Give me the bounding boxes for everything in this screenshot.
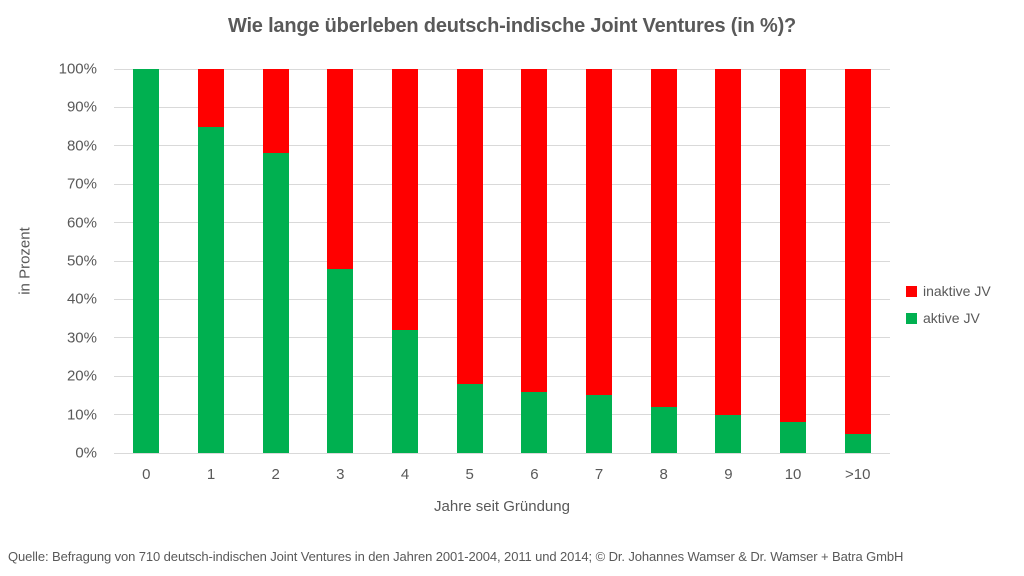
bar-5 — [456, 69, 483, 453]
bar-segment-aktive-jv — [133, 69, 160, 453]
bar-slot — [825, 69, 890, 453]
y-tick-label: 20% — [66, 367, 97, 385]
y-tick-label: 80% — [66, 137, 97, 155]
y-tick-label: 70% — [66, 175, 97, 193]
bar-9 — [715, 69, 742, 453]
bar-segment-aktive-jv — [780, 422, 807, 453]
bar-6 — [521, 69, 548, 453]
y-tick-label: 10% — [66, 406, 97, 424]
x-tick-label: >10 — [845, 466, 871, 483]
y-tick-label: 50% — [66, 252, 97, 270]
bar-segment-inaktive-jv — [456, 69, 483, 384]
bar->10 — [844, 69, 871, 453]
bar-2 — [262, 69, 289, 453]
gridline — [114, 145, 890, 147]
gridline — [114, 414, 890, 416]
x-tick-label: 10 — [784, 466, 802, 483]
y-tick-label: 30% — [66, 329, 97, 347]
x-tick-label: 0 — [142, 466, 151, 483]
bar-segment-aktive-jv — [392, 330, 419, 453]
legend-label: aktive JV — [923, 310, 980, 326]
x-tick-label: 2 — [271, 466, 280, 483]
gridline — [114, 68, 890, 70]
gridline — [114, 106, 890, 108]
x-axis-title: Jahre seit Gründung — [434, 498, 570, 515]
bar-10 — [780, 69, 807, 453]
x-tick-label: 1 — [206, 466, 216, 483]
legend-swatch-icon — [906, 312, 917, 324]
y-axis-title: in Prozent — [16, 227, 34, 295]
legend-item-inaktive-jv: inaktive JV — [906, 283, 991, 299]
bar-8 — [650, 69, 677, 453]
y-tick-label: 100% — [58, 60, 97, 78]
plot-area — [114, 68, 890, 454]
bar-3 — [327, 69, 354, 453]
gridline — [114, 375, 890, 377]
bar-segment-aktive-jv — [844, 433, 871, 453]
bar-segment-inaktive-jv — [844, 69, 871, 434]
y-axis-ticks: 0% 10% 20% 30% 40% 50% 60% 70% 80% 90% 100% — [40, 62, 97, 461]
bar-slot — [373, 69, 438, 453]
gridline — [114, 452, 890, 454]
bar-segment-inaktive-jv — [780, 69, 807, 423]
bar-4 — [392, 69, 419, 453]
bar-segment-inaktive-jv — [198, 69, 224, 127]
gridline — [114, 260, 890, 262]
x-tick-label: 5 — [465, 466, 474, 483]
y-tick-label: 60% — [66, 214, 97, 232]
bar-segment-aktive-jv — [456, 383, 483, 453]
bar-segment-aktive-jv — [327, 268, 354, 453]
bar-segment-inaktive-jv — [715, 69, 742, 415]
y-tick-label: 40% — [66, 290, 97, 308]
bar-segment-aktive-jv — [521, 391, 548, 453]
bar-segment-aktive-jv — [262, 153, 289, 453]
legend-label: inaktive JV — [923, 283, 991, 299]
x-tick-label: 7 — [594, 466, 604, 483]
x-tick-label: 6 — [530, 466, 539, 483]
bar-1 — [198, 69, 224, 453]
bar-slot — [696, 69, 761, 453]
bar-slot — [308, 69, 373, 453]
x-tick-label: 4 — [400, 466, 410, 483]
legend-item-aktive-jv: aktive JV — [906, 310, 991, 326]
gridline — [114, 337, 890, 339]
bar-segment-inaktive-jv — [327, 69, 354, 269]
bar-segment-aktive-jv — [198, 126, 224, 453]
bar-segment-inaktive-jv — [521, 69, 548, 392]
bar-slot — [631, 69, 696, 453]
legend-swatch-icon — [906, 285, 917, 297]
bars-container — [114, 69, 890, 453]
bar-segment-aktive-jv — [586, 395, 613, 453]
source-note: Quelle: Befragung von 710 deutsch-indisc… — [8, 549, 904, 564]
bar-segment-aktive-jv — [650, 406, 677, 453]
legend: inaktive JV aktive JV — [906, 283, 991, 337]
bar-slot — [567, 69, 632, 453]
y-tick-label: 90% — [66, 98, 97, 116]
bar-segment-aktive-jv — [715, 414, 742, 453]
bar-slot — [179, 69, 244, 453]
bar-slot — [502, 69, 567, 453]
x-axis-ticks: 0 1 2 3 4 5 6 7 8 9 10 >10 — [114, 466, 890, 483]
bar-slot — [437, 69, 502, 453]
bar-7 — [586, 69, 613, 453]
bar-segment-inaktive-jv — [586, 69, 613, 396]
x-tick-label: 3 — [336, 466, 345, 483]
bar-slot — [114, 69, 179, 453]
x-tick-label: 8 — [659, 466, 668, 483]
bar-segment-inaktive-jv — [392, 69, 419, 331]
y-tick-label: 0% — [75, 444, 97, 462]
bar-slot — [243, 69, 308, 453]
gridline — [114, 222, 890, 224]
gridline — [114, 183, 890, 185]
chart-title: Wie lange überleben deutsch-indische Joi… — [227, 15, 797, 37]
bar-slot — [761, 69, 826, 453]
gridline — [114, 298, 890, 300]
bar-0 — [133, 69, 160, 453]
x-tick-label: 9 — [724, 466, 733, 483]
bar-segment-inaktive-jv — [262, 69, 289, 154]
bar-segment-inaktive-jv — [650, 69, 677, 407]
